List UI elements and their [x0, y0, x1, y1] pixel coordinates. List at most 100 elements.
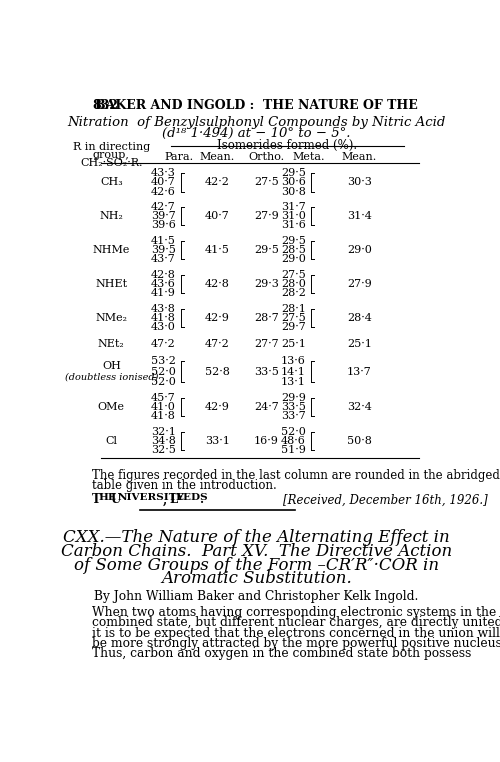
Text: be more strongly attracted by the more powerful positive nucleus.: be more strongly attracted by the more p… — [92, 637, 500, 650]
Text: 33·5: 33·5 — [281, 402, 306, 412]
Text: Meta.: Meta. — [292, 152, 325, 162]
Text: 42·9: 42·9 — [205, 402, 230, 412]
Text: 30·6: 30·6 — [281, 178, 306, 187]
Text: 41·0: 41·0 — [151, 402, 176, 412]
Text: 50·8: 50·8 — [347, 436, 372, 446]
Text: 42·2: 42·2 — [205, 178, 230, 187]
Text: 29·0: 29·0 — [347, 245, 372, 255]
Text: combined state, but different nuclear charges, are directly united,: combined state, but different nuclear ch… — [92, 616, 500, 629]
Text: 33·7: 33·7 — [281, 411, 306, 421]
Text: 39·5: 39·5 — [151, 245, 176, 255]
Text: 47·2: 47·2 — [151, 339, 176, 349]
Text: NH₂: NH₂ — [100, 211, 124, 221]
Text: NHEt: NHEt — [96, 279, 128, 289]
Text: 27·5: 27·5 — [281, 270, 306, 280]
Text: Mean.: Mean. — [200, 152, 235, 162]
Text: 39·7: 39·7 — [151, 211, 176, 221]
Text: 48·6: 48·6 — [281, 436, 306, 446]
Text: By John William Baker and Christopher Kelk Ingold.: By John William Baker and Christopher Ke… — [94, 591, 418, 604]
Text: 33·1: 33·1 — [205, 436, 230, 446]
Text: 41·5: 41·5 — [205, 245, 230, 255]
Text: 29·5: 29·5 — [281, 235, 306, 246]
Text: 41·5: 41·5 — [151, 235, 176, 246]
Text: 40·7: 40·7 — [151, 178, 176, 187]
Text: 31·0: 31·0 — [281, 211, 306, 221]
Text: group,: group, — [93, 150, 130, 160]
Text: 29·3: 29·3 — [254, 279, 279, 289]
Text: 13·6: 13·6 — [281, 357, 306, 367]
Text: 28·4: 28·4 — [347, 313, 372, 323]
Text: Cl: Cl — [106, 436, 118, 446]
Text: Nitration  of Benzylsulphonyl Compounds by Nitric Acid: Nitration of Benzylsulphonyl Compounds b… — [67, 116, 446, 129]
Text: When two atoms having corresponding electronic systems in the: When two atoms having corresponding elec… — [92, 606, 496, 619]
Text: 14·1: 14·1 — [281, 367, 306, 376]
Text: .: . — [200, 493, 204, 507]
Text: T: T — [92, 493, 100, 507]
Text: table given in the introduction.: table given in the introduction. — [92, 479, 276, 491]
Text: 32·5: 32·5 — [151, 445, 176, 455]
Text: 24·7: 24·7 — [254, 402, 278, 412]
Text: 34·8: 34·8 — [151, 436, 176, 446]
Text: 42·7: 42·7 — [151, 202, 176, 212]
Text: 32·1: 32·1 — [151, 427, 176, 437]
Text: 28·2: 28·2 — [281, 288, 306, 298]
Text: 32·4: 32·4 — [347, 402, 372, 412]
Text: 28·5: 28·5 — [281, 245, 306, 255]
Text: Aromatic Substitution.: Aromatic Substitution. — [161, 571, 352, 588]
Text: 41·8: 41·8 — [151, 313, 176, 323]
Text: NMe₂: NMe₂ — [96, 313, 128, 323]
Text: (doubtless ionised): (doubtless ionised) — [64, 373, 158, 382]
Text: 40·7: 40·7 — [205, 211, 230, 221]
Text: 28·1: 28·1 — [281, 303, 306, 314]
Text: The figures recorded in the last column are rounded in the abridged: The figures recorded in the last column … — [92, 469, 500, 482]
Text: 52·8: 52·8 — [205, 367, 230, 376]
Text: NEt₂: NEt₂ — [98, 339, 124, 349]
Text: CXX.—The Nature of the Alternating Effect in: CXX.—The Nature of the Alternating Effec… — [63, 529, 450, 546]
Text: 27·7: 27·7 — [254, 339, 278, 349]
Text: 30·8: 30·8 — [281, 187, 306, 197]
Text: Carbon Chains.  Part XV.  The Directive Action: Carbon Chains. Part XV. The Directive Ac… — [60, 543, 452, 559]
Text: HE: HE — [98, 493, 116, 502]
Text: 51·9: 51·9 — [281, 445, 306, 455]
Text: Isomerides formed (%).: Isomerides formed (%). — [217, 139, 358, 152]
Text: 29·0: 29·0 — [281, 255, 306, 264]
Text: 29·9: 29·9 — [281, 393, 306, 403]
Text: (d¹⁸ 1·494) at − 10° to − 5°.: (d¹⁸ 1·494) at − 10° to − 5°. — [162, 126, 350, 140]
Text: 25·1: 25·1 — [347, 339, 372, 349]
Text: 832: 832 — [92, 99, 118, 112]
Text: 43·0: 43·0 — [151, 322, 176, 332]
Text: 52·0: 52·0 — [151, 377, 176, 387]
Text: 43·7: 43·7 — [151, 255, 176, 264]
Text: EEDS: EEDS — [176, 493, 208, 502]
Text: 25·1: 25·1 — [281, 339, 306, 349]
Text: 29·5: 29·5 — [254, 245, 279, 255]
Text: NIVERSITY: NIVERSITY — [118, 493, 184, 502]
Text: 27·9: 27·9 — [254, 211, 278, 221]
Text: L: L — [170, 493, 177, 507]
Text: CH₂·SO₂·R.: CH₂·SO₂·R. — [80, 158, 142, 168]
Text: 31·6: 31·6 — [281, 220, 306, 230]
Text: NHMe: NHMe — [92, 245, 130, 255]
Text: 29·5: 29·5 — [281, 168, 306, 178]
Text: 13·7: 13·7 — [347, 367, 372, 376]
Text: 41·8: 41·8 — [151, 411, 176, 421]
Text: 42·6: 42·6 — [151, 187, 176, 197]
Text: 28·7: 28·7 — [254, 313, 278, 323]
Text: ,: , — [163, 493, 168, 507]
Text: U: U — [110, 493, 121, 507]
Text: 41·9: 41·9 — [151, 288, 176, 298]
Text: 42·8: 42·8 — [151, 270, 176, 280]
Text: 29·7: 29·7 — [281, 322, 306, 332]
Text: 31·7: 31·7 — [281, 202, 306, 212]
Text: 43·6: 43·6 — [151, 279, 176, 289]
Text: Mean.: Mean. — [342, 152, 377, 162]
Text: 43·3: 43·3 — [151, 168, 176, 178]
Text: 43·8: 43·8 — [151, 303, 176, 314]
Text: BAKER AND INGOLD :  THE NATURE OF THE: BAKER AND INGOLD : THE NATURE OF THE — [95, 99, 418, 112]
Text: 33·5: 33·5 — [254, 367, 279, 376]
Text: 42·9: 42·9 — [205, 313, 230, 323]
Text: 27·5: 27·5 — [254, 178, 278, 187]
Text: R in directing: R in directing — [72, 142, 150, 152]
Text: 45·7: 45·7 — [151, 393, 176, 403]
Text: [Received, December 16th, 1926.]: [Received, December 16th, 1926.] — [284, 493, 488, 507]
